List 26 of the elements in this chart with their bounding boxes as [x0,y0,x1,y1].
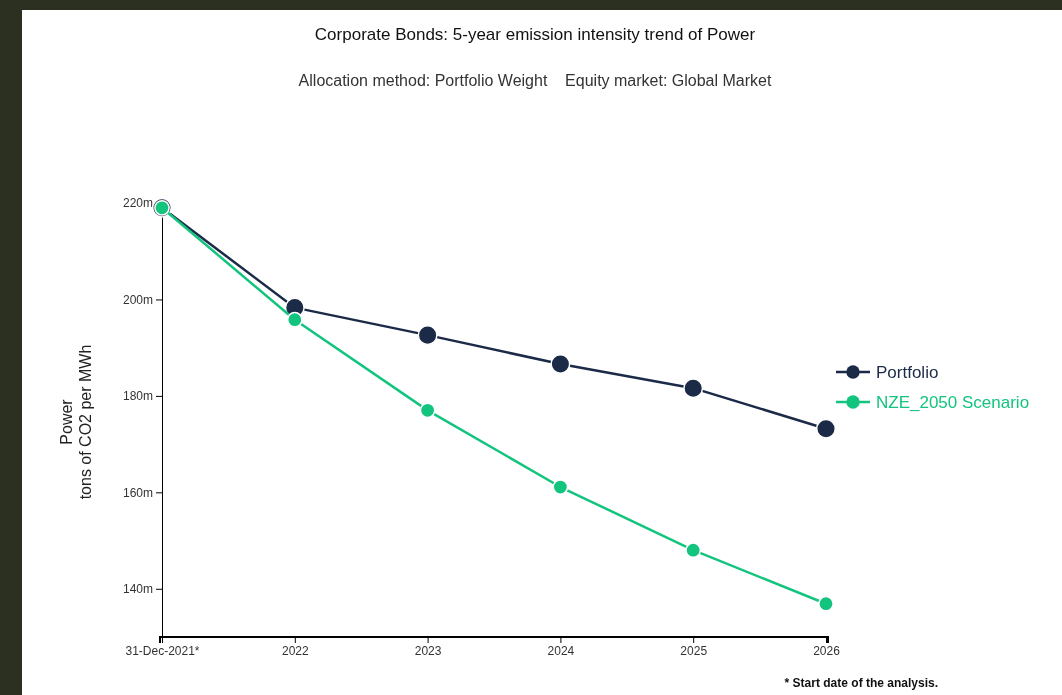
y-tick-label: 140m [122,582,153,597]
legend-label: Portfolio [876,363,939,382]
legend-label: NZE_2050 Scenario [876,393,1030,412]
x-tick-label: 2022 [281,643,309,658]
x-tick-label: 2026 [813,643,841,658]
y-tick-label: 200m [122,292,153,307]
point [818,595,834,612]
point [685,542,702,559]
point [286,311,303,328]
x-tick-label: 2024 [547,643,575,658]
y-tick-label: 160m [122,485,153,500]
point [419,402,436,419]
y-tick-label: 180m [122,389,153,404]
text: * Start date of the analysis. [784,676,938,690]
y-tick-label: 220m [122,196,153,211]
y-axis-title: Power tons of CO2 per MWh [58,344,94,500]
x-tick-label: 31-Dec-2021* [125,643,200,658]
point [552,479,569,495]
chart-subtitle: Allocation method: Portfolio Weight Equity market: Global Market [298,72,772,89]
chart-title: Corporate Bonds: 5-year emission intensity trend of Power [314,25,756,44]
x-tick-label: 2025 [680,643,708,658]
point [417,325,438,346]
point [683,378,704,399]
point [550,354,571,375]
point [815,418,837,439]
x-tick-label: 2023 [414,643,442,658]
